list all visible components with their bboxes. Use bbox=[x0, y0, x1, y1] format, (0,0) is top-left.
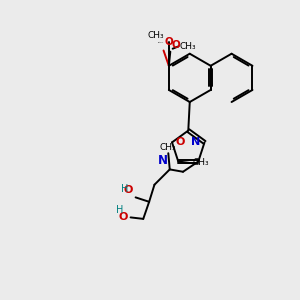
Text: O: O bbox=[164, 37, 173, 47]
Text: CH₃: CH₃ bbox=[148, 31, 164, 40]
Text: O: O bbox=[172, 40, 180, 50]
Text: CH₃: CH₃ bbox=[180, 42, 196, 51]
Text: H: H bbox=[116, 205, 124, 215]
Text: O: O bbox=[118, 212, 128, 222]
Text: CH₃: CH₃ bbox=[193, 158, 210, 167]
Text: N: N bbox=[191, 137, 201, 147]
Text: methoxy: methoxy bbox=[158, 42, 164, 43]
Text: H: H bbox=[121, 184, 128, 194]
Text: O: O bbox=[176, 137, 185, 147]
Text: CH₃: CH₃ bbox=[160, 143, 177, 152]
Text: N: N bbox=[158, 154, 167, 167]
Text: O: O bbox=[123, 185, 133, 195]
